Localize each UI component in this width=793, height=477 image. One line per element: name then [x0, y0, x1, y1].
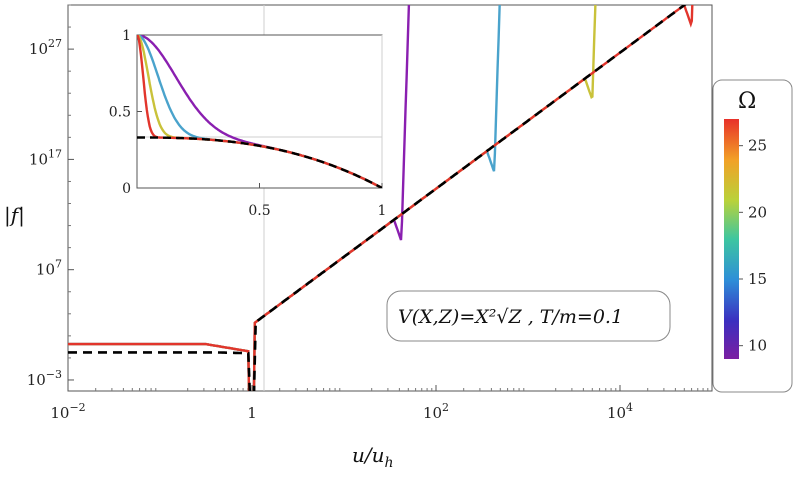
annotation-box: [386, 290, 671, 342]
colorbar-tick-label: 20: [748, 203, 767, 221]
colorbar-tick-label: 15: [748, 270, 767, 288]
main-curves: [68, 5, 694, 391]
inset-y-tick-label: 1: [122, 28, 131, 44]
plot-frame: [67, 4, 713, 392]
series-limit-curve: [68, 5, 687, 391]
inset-x-tick-label: 0.5: [248, 203, 270, 219]
x-tick-label: 104: [607, 401, 633, 422]
x-axis-title: u/uh: [352, 443, 394, 471]
inset-x-tick-label: 1: [378, 203, 387, 219]
inset-limit-curve: [137, 136, 382, 188]
colorbar-ticks: 10 15 20 25: [739, 137, 767, 355]
colorbar-tick-label: 10: [748, 337, 767, 355]
x-axis-label: u/uh: [352, 443, 394, 471]
y-tick-label: 107: [36, 258, 62, 279]
y-axis-title: |f|: [4, 203, 25, 228]
colorbar-tick-label: 25: [748, 137, 767, 155]
inset-curves: [137, 35, 382, 188]
x-tick-label: 102: [423, 401, 449, 422]
y-tick-label: 1017: [29, 147, 62, 168]
x-tick-label: 1: [247, 404, 257, 422]
y-axis-ticks: 10−3 107 1017 1027: [27, 4, 74, 389]
y-axis-label: |f|: [4, 203, 25, 228]
colorbar-title: Ω: [738, 89, 756, 114]
inset-background: [136, 34, 383, 189]
y-tick-label: 1027: [29, 37, 62, 58]
inset-y-tick-label: 0.5: [109, 105, 131, 121]
colorbar-gradient: [724, 119, 739, 359]
x-tick-label: 10−2: [50, 401, 85, 422]
annotation-text: V(X,Z)=X²√Z , T/m=0.1: [398, 306, 623, 328]
inset-y-tick-label: 0: [122, 181, 131, 197]
y-tick-label: 10−3: [27, 368, 62, 389]
